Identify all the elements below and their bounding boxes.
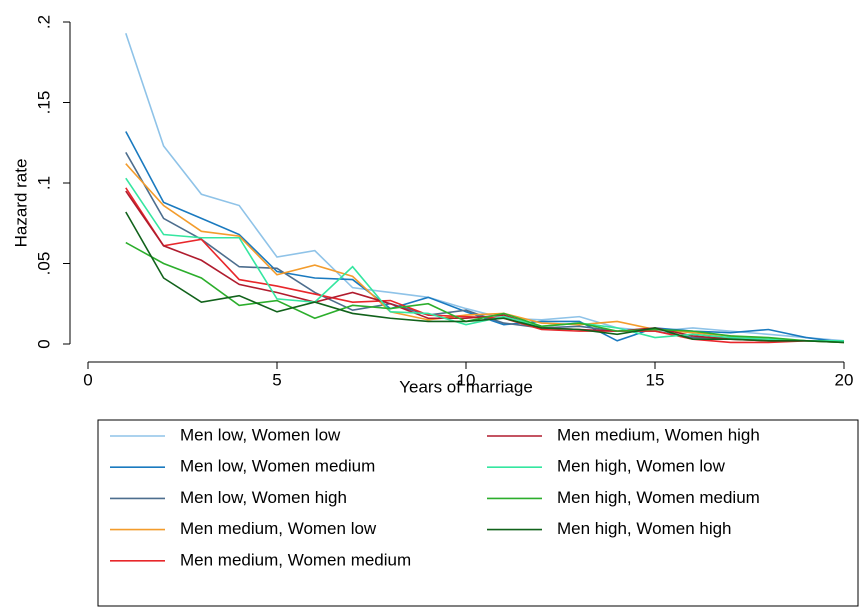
series-line xyxy=(125,211,845,344)
legend-label: Men high, Women medium xyxy=(557,488,760,507)
y-tick-label: .1 xyxy=(34,176,53,190)
series-line xyxy=(125,33,845,342)
legend-label: Men medium, Women high xyxy=(557,425,760,444)
legend-label: Men high, Women low xyxy=(557,457,726,476)
legend-label: Men high, Women high xyxy=(557,519,732,538)
legend-box xyxy=(97,419,859,607)
x-tick-label: 0 xyxy=(83,370,92,389)
x-tick-label: 5 xyxy=(272,370,281,389)
series-line xyxy=(125,241,845,344)
legend-label: Men medium, Women medium xyxy=(180,550,411,569)
x-tick-label: 15 xyxy=(646,370,665,389)
y-tick-label: .15 xyxy=(34,91,53,115)
y-tick-label: .05 xyxy=(34,252,53,276)
legend-label: Men low, Women medium xyxy=(180,457,375,476)
series-line xyxy=(125,177,844,342)
y-tick-label: 0 xyxy=(34,339,53,348)
x-axis-title: Years of marriage xyxy=(399,377,533,396)
y-axis-title: Hazard rate xyxy=(11,159,30,248)
x-tick-label: 20 xyxy=(835,370,854,389)
x-tick-label: 10 xyxy=(457,370,476,389)
y-tick-label: .2 xyxy=(34,15,53,29)
legend-label: Men low, Women high xyxy=(180,488,347,507)
legend-label: Men low, Women low xyxy=(180,425,341,444)
legend-label: Men medium, Women low xyxy=(180,519,377,538)
